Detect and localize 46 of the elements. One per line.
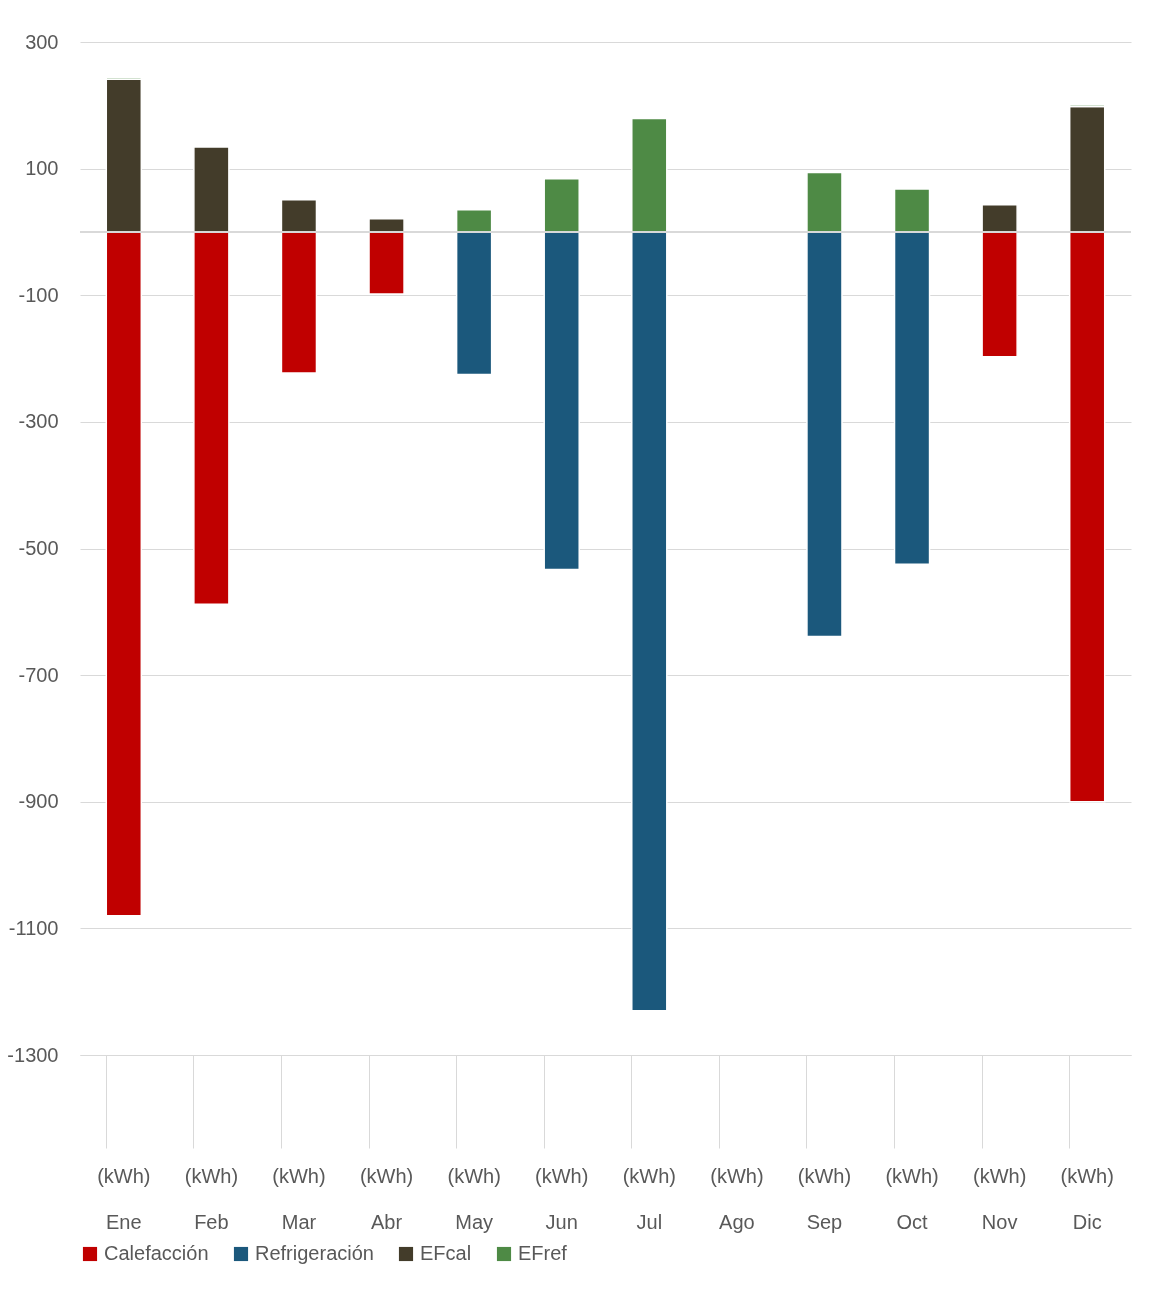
y-tick-label: -100 [18, 283, 59, 306]
bar [543, 178, 580, 233]
legend-label: Calefacción [104, 1242, 209, 1264]
y-tick-label: 300 [25, 30, 59, 53]
bar [631, 231, 668, 1012]
category-label: (kWh) Ago [710, 1164, 764, 1233]
category-label: (kWh) May [447, 1164, 501, 1233]
y-tick-label: -1300 [7, 1043, 59, 1066]
y-tick-label: -1100 [8, 916, 59, 939]
bar [455, 231, 493, 376]
legend-label: EFref [518, 1242, 568, 1264]
category-label: (kWh) Nov [972, 1164, 1027, 1233]
y-tick-label: -700 [18, 663, 59, 686]
bar [893, 231, 931, 566]
bar [893, 188, 931, 233]
bar [368, 231, 405, 295]
y-tick-label: -300 [18, 410, 59, 433]
bar [543, 231, 580, 571]
bar [280, 231, 318, 374]
bar [193, 146, 230, 233]
bar [1068, 105, 1106, 233]
y-tick-label: 100 [25, 157, 59, 180]
bar [105, 231, 143, 917]
bar [631, 117, 668, 233]
category-label: (kWh) Sep [797, 1164, 852, 1233]
bar [193, 231, 230, 605]
category-label: (kWh) Ene [97, 1164, 151, 1233]
y-tick-label: -500 [18, 537, 59, 559]
legend-label: Refrigeración [255, 1242, 374, 1264]
category-label: (kWh) Mar [272, 1164, 326, 1233]
bar [981, 231, 1018, 358]
category-label: (kWh) Dic [1060, 1164, 1114, 1233]
category-label: (kWh) Jul [622, 1164, 676, 1233]
category-label: (kWh) Feb [184, 1164, 239, 1233]
y-tick-label: -900 [18, 790, 59, 813]
bar [105, 78, 143, 233]
bar [1068, 231, 1106, 803]
category-label: (kWh) Abr [359, 1164, 414, 1233]
legend-label: EFcal [420, 1242, 472, 1264]
bar [981, 203, 1018, 233]
bar [806, 171, 843, 233]
bar [806, 231, 843, 638]
category-label: (kWh) Oct [885, 1164, 939, 1233]
bar [280, 198, 318, 233]
bar [455, 209, 493, 233]
category-label: (kWh) Jun [535, 1164, 589, 1233]
